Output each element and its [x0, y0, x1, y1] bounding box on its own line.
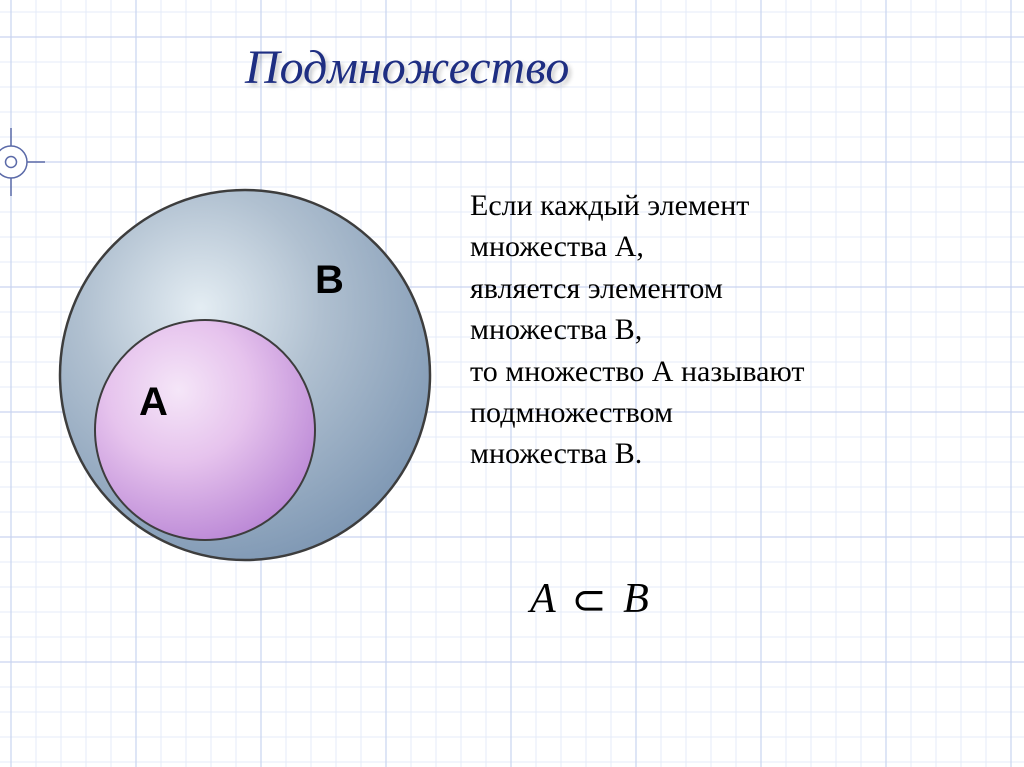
subset-formula: A ⊂ B	[530, 575, 649, 625]
svg-text:B: B	[315, 258, 344, 302]
svg-text:A: A	[139, 380, 168, 424]
definition-text: Если каждый элементмножества А,является …	[470, 185, 990, 475]
definition-line: множества А,	[470, 226, 990, 267]
slide: Подмножество BA Если каждый элементмноже…	[0, 0, 1024, 767]
definition-line: Если каждый элемент	[470, 185, 990, 226]
slide-title: Подмножество	[245, 40, 569, 95]
definition-line: множества В,	[470, 309, 990, 350]
formula-rhs: B	[623, 576, 649, 622]
subset-symbol: ⊂	[565, 575, 612, 625]
venn-diagram: BA	[35, 175, 455, 575]
definition-line: то множество А называют	[470, 351, 990, 392]
formula-lhs: A	[530, 576, 555, 622]
definition-line: подмножеством	[470, 392, 990, 433]
definition-line: множества В.	[470, 433, 990, 474]
slide-marker	[0, 126, 47, 198]
definition-line: является элементом	[470, 268, 990, 309]
